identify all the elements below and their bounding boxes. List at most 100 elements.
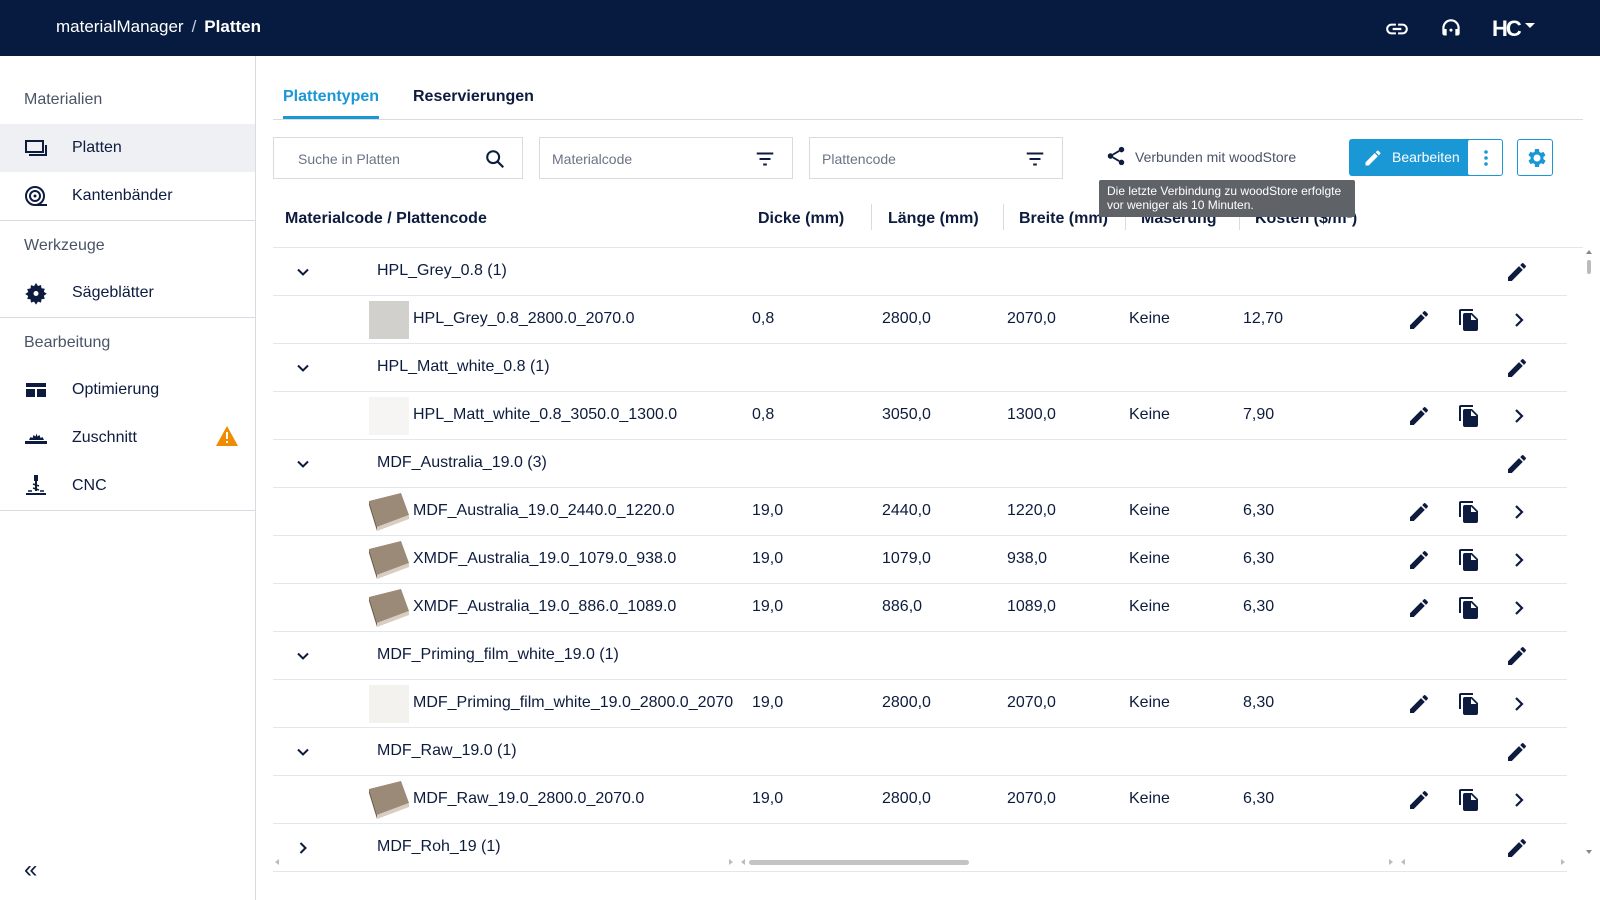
pencil-icon[interactable]: [1505, 740, 1529, 764]
group-row[interactable]: MDF_Roh_19 (1): [273, 824, 1567, 872]
column-separator: [1239, 204, 1240, 230]
copy-icon[interactable]: [1457, 500, 1481, 524]
connection-tooltip: Die letzte Verbindung zu woodStore erfol…: [1099, 180, 1355, 217]
user-menu[interactable]: HC: [1492, 14, 1548, 42]
chevron-down-icon[interactable]: [293, 646, 313, 671]
chevron-right-icon[interactable]: [1507, 596, 1531, 620]
horizontal-scrollbar[interactable]: [273, 856, 1567, 868]
pencil-icon[interactable]: [1407, 308, 1431, 332]
board-swatch: [369, 781, 409, 819]
cell-kosten: 6,30: [1243, 790, 1275, 807]
support-icon[interactable]: [1438, 16, 1464, 42]
chevron-right-icon[interactable]: [293, 838, 313, 863]
chevron-right-icon[interactable]: [1507, 308, 1531, 332]
copy-icon[interactable]: [1457, 548, 1481, 572]
sidebar-divider: [0, 220, 255, 221]
cell-maserung: Keine: [1129, 550, 1170, 567]
table-row[interactable]: HPL_Grey_0.8_2800.0_2070.0 0,8 2800,0 2070,…: [273, 296, 1567, 344]
cell-breite: 2070,0: [1007, 694, 1056, 711]
table-row[interactable]: MDF_Priming_film_white_19.0_2800.0_2070 1…: [273, 680, 1567, 728]
sidebar-item-label: Sägeblätter: [72, 284, 154, 301]
chevron-down-icon[interactable]: [293, 358, 313, 383]
cell-dicke: 19,0: [752, 598, 784, 615]
chevron-right-icon[interactable]: [1507, 548, 1531, 572]
filter-icon: [756, 152, 774, 166]
cell-dicke: 0,8: [752, 310, 775, 327]
cell-kosten: 8,30: [1243, 694, 1275, 711]
chevron-right-icon[interactable]: [1507, 500, 1531, 524]
column-header-code[interactable]: Materialcode / Plattencode: [285, 210, 487, 227]
chevron-down-icon[interactable]: [293, 742, 313, 767]
cell-code: XMDF_Australia_19.0_886.0_1089.0: [413, 598, 677, 615]
board-swatch: [369, 301, 409, 339]
group-row[interactable]: HPL_Grey_0.8 (1): [273, 248, 1567, 296]
copy-icon[interactable]: [1457, 596, 1481, 620]
sidebar-item-platten[interactable]: Platten: [0, 124, 255, 172]
materialcode-filter[interactable]: Materialcode: [539, 137, 793, 179]
pencil-icon[interactable]: [1505, 356, 1529, 380]
cell-dicke: 19,0: [752, 790, 784, 807]
sidebar-item-saegeblaetter[interactable]: Sägeblätter: [0, 269, 255, 317]
pencil-icon[interactable]: [1407, 404, 1431, 428]
collapse-sidebar-button[interactable]: «: [24, 856, 38, 883]
copy-icon[interactable]: [1457, 788, 1481, 812]
chevron-down-icon[interactable]: [293, 454, 313, 479]
cell-kosten: 6,30: [1243, 550, 1275, 567]
chevron-down-icon[interactable]: [293, 262, 313, 287]
cell-maserung: Keine: [1129, 790, 1170, 807]
pencil-icon[interactable]: [1505, 452, 1529, 476]
pencil-icon[interactable]: [1407, 500, 1431, 524]
optimization-icon: [26, 383, 46, 397]
sidebar-item-kantenbaender[interactable]: Kantenbänder: [0, 172, 255, 220]
chevron-right-icon[interactable]: [1507, 692, 1531, 716]
pencil-icon[interactable]: [1407, 788, 1431, 812]
pencil-icon[interactable]: [1505, 260, 1529, 284]
sidebar-item-label: Kantenbänder: [72, 187, 173, 204]
table-row[interactable]: HPL_Matt_white_0.8_3050.0_1300.0 0,8 3050,…: [273, 392, 1567, 440]
copy-icon[interactable]: [1457, 404, 1481, 428]
breadcrumb-separator: /: [191, 17, 197, 36]
more-vert-icon: [1484, 150, 1488, 166]
copy-icon[interactable]: [1457, 308, 1481, 332]
pencil-icon[interactable]: [1407, 692, 1431, 716]
column-header-laenge[interactable]: Länge (mm): [888, 210, 979, 227]
more-options-button[interactable]: [1467, 139, 1503, 176]
table-row[interactable]: MDF_Australia_19.0_2440.0_1220.0 19,0 2440…: [273, 488, 1567, 536]
tab-plattentypen[interactable]: Plattentypen: [283, 88, 380, 119]
table-row[interactable]: MDF_Raw_19.0_2800.0_2070.0 19,0 2800,0 2070…: [273, 776, 1567, 824]
column-header-dicke[interactable]: Dicke (mm): [758, 210, 845, 227]
table-row[interactable]: XMDF_Australia_19.0_886.0_1089.0 19,0 886,…: [273, 584, 1567, 632]
search-input[interactable]: Suche in Platten: [273, 137, 523, 179]
table-row[interactable]: XMDF_Australia_19.0_1079.0_938.0 19,0 1079…: [273, 536, 1567, 584]
column-header-breite[interactable]: Breite (mm): [1019, 210, 1108, 227]
cell-maserung: Keine: [1129, 406, 1170, 423]
cell-laenge: 1079,0: [882, 550, 931, 567]
cell-laenge: 2440,0: [882, 502, 931, 519]
pencil-icon[interactable]: [1505, 644, 1529, 668]
group-row[interactable]: MDF_Australia_19.0 (3): [273, 440, 1567, 488]
sidebar-item-cnc[interactable]: CNC: [0, 462, 255, 510]
group-row[interactable]: HPL_Matt_white_0.8 (1): [273, 344, 1567, 392]
chevron-right-icon[interactable]: [1507, 788, 1531, 812]
sidebar-item-optimierung[interactable]: Optimierung: [0, 366, 255, 414]
pencil-icon[interactable]: [1407, 548, 1431, 572]
cell-code: MDF_Australia_19.0_2440.0_1220.0: [413, 502, 675, 519]
column-separator: [1003, 204, 1004, 230]
pencil-icon[interactable]: [1505, 836, 1529, 860]
pencil-icon[interactable]: [1407, 596, 1431, 620]
cell-dicke: 19,0: [752, 502, 784, 519]
copy-icon[interactable]: [1457, 692, 1481, 716]
sidebar-item-label: Optimierung: [72, 381, 160, 398]
chevron-right-icon[interactable]: [1507, 404, 1531, 428]
plattencode-filter[interactable]: Plattencode: [809, 137, 1063, 179]
vertical-scrollbar[interactable]: [1585, 248, 1593, 858]
link-icon[interactable]: [1384, 16, 1410, 42]
tab-reservierungen[interactable]: Reservierungen: [413, 88, 534, 105]
group-row[interactable]: MDF_Raw_19.0 (1): [273, 728, 1567, 776]
sidebar-item-zuschnitt[interactable]: Zuschnitt: [0, 414, 255, 462]
settings-button[interactable]: [1517, 139, 1553, 176]
group-row[interactable]: MDF_Priming_film_white_19.0 (1): [273, 632, 1567, 680]
cell-dicke: 19,0: [752, 550, 784, 567]
breadcrumb-app[interactable]: materialManager: [56, 17, 184, 36]
bearbeiten-button[interactable]: Bearbeiten: [1349, 139, 1477, 176]
